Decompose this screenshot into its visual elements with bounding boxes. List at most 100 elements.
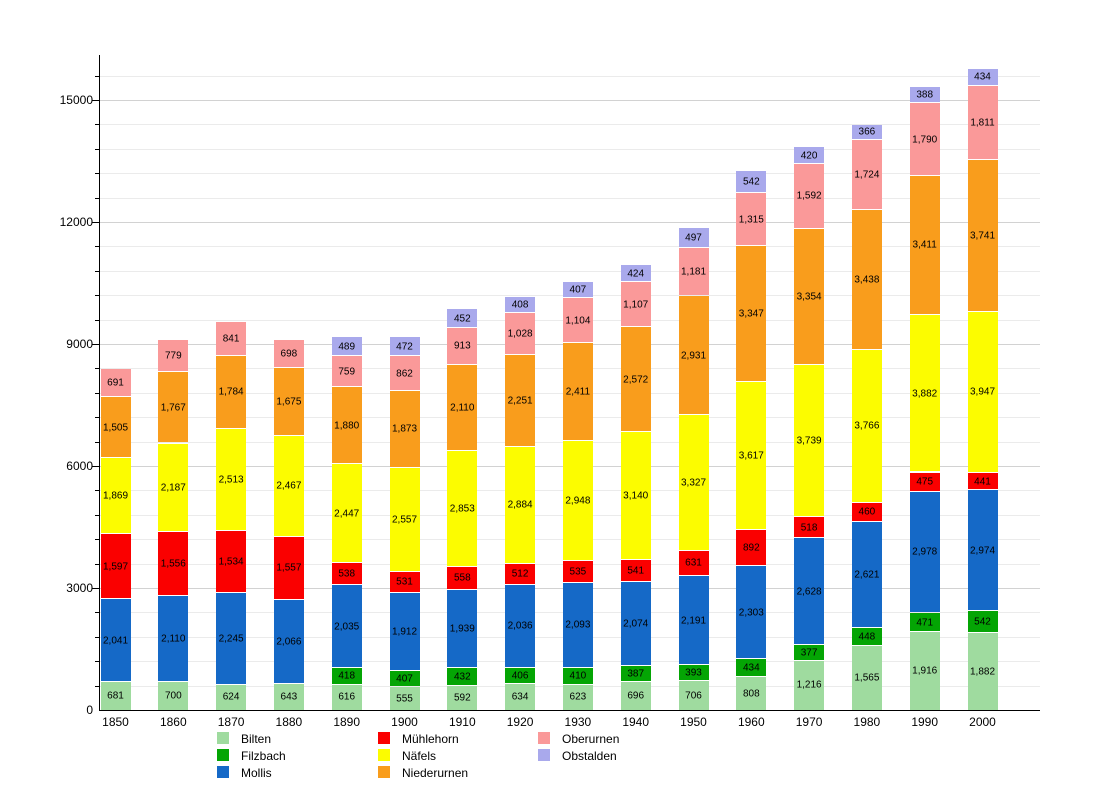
value-label: 3,947 (969, 386, 996, 398)
value-label: 2,447 (334, 508, 360, 520)
bar-segment-nfels (967, 312, 998, 472)
bar-segment-filzbach (736, 659, 767, 677)
y-tick-label: 6000 (66, 459, 93, 473)
bar-segment-bilten (909, 632, 940, 710)
bar-segment-mhlehorn (736, 529, 767, 565)
value-label: 634 (511, 691, 529, 703)
bar-segment-niederurnen (447, 364, 478, 450)
bar-segment-mhlehorn (216, 530, 247, 593)
value-label: 558 (453, 572, 471, 584)
y-axis-tick (92, 588, 99, 589)
bar-segment-bilten (331, 684, 362, 710)
bar-segment-obstalden (389, 337, 420, 356)
y-tick-label: 3000 (66, 581, 93, 595)
value-label: 1,912 (391, 626, 418, 638)
value-label: 706 (685, 690, 702, 702)
bar-segment-niederurnen (736, 246, 767, 382)
x-tick-label: 1960 (737, 715, 765, 729)
bar-segment-mollis (736, 565, 767, 659)
bar-segment-filzbach (562, 667, 593, 684)
bar-segment-bilten (216, 684, 247, 710)
x-tick-label: 1920 (506, 715, 534, 729)
bar-segment-bilten (851, 646, 882, 710)
bar-segment-filzbach (967, 611, 998, 633)
legend-swatch (538, 749, 550, 761)
bar-segment-oberurnen (967, 86, 998, 159)
value-label: 1,767 (160, 402, 186, 414)
bar-segment-niederurnen (562, 343, 593, 441)
bar-segment-mollis (794, 538, 825, 645)
y-axis-tick (95, 685, 99, 687)
value-label: 913 (453, 340, 471, 352)
bar-segment-obstalden (851, 124, 882, 139)
legend-label: Oberurnen (562, 732, 620, 746)
bar-segment-nfels (389, 467, 420, 571)
value-label: 700 (164, 690, 182, 702)
bar-segment-filzbach (620, 665, 651, 681)
value-label: 2,041 (102, 635, 129, 647)
y-tick-label: 12000 (59, 215, 93, 229)
value-label: 497 (685, 232, 702, 244)
value-label: 408 (511, 299, 529, 311)
bar-segment-nfels (158, 443, 189, 532)
bar-segment-oberurnen (562, 298, 593, 343)
bar-segment-mollis (100, 599, 131, 682)
value-label: 759 (338, 366, 356, 378)
y-tick-label: 9000 (66, 337, 93, 351)
value-label: 1,556 (160, 558, 186, 570)
y-axis-tick (95, 514, 99, 516)
value-label: 1,534 (218, 556, 244, 568)
bar-segment-mhlehorn (967, 472, 998, 490)
value-label: 3,411 (912, 239, 937, 251)
y-axis-tick (92, 466, 99, 467)
value-label: 2,572 (623, 374, 649, 386)
bar-segment-mhlehorn (158, 532, 189, 595)
gridline (100, 100, 1040, 101)
bar-segment-mhlehorn (331, 563, 362, 585)
bar-segment-nfels (216, 428, 247, 530)
value-label: 475 (916, 476, 934, 488)
value-label: 2,948 (565, 495, 591, 507)
bar-segment-oberurnen (273, 339, 304, 368)
value-label: 2,884 (507, 499, 533, 511)
value-label: 1,315 (738, 214, 764, 226)
bar-segment-bilten (967, 633, 998, 710)
y-axis-tick (95, 612, 99, 614)
bar-segment-niederurnen (273, 368, 304, 436)
legend-label: Niederurnen (402, 766, 469, 780)
bar-segment-obstalden (909, 87, 940, 103)
value-label: 2,245 (218, 633, 244, 645)
value-label: 452 (453, 313, 471, 325)
x-axis-line (99, 710, 1040, 711)
bar-segment-obstalden (620, 265, 651, 282)
bar-segment-mollis (216, 593, 247, 684)
bar-segment-bilten (794, 660, 825, 710)
value-label: 2,467 (276, 480, 302, 492)
value-label: 2,628 (796, 586, 822, 598)
value-label: 696 (627, 690, 645, 702)
value-label: 1,028 (507, 328, 533, 340)
x-tick-label: 1990 (911, 715, 939, 729)
value-label: 3,617 (738, 450, 764, 462)
bar-segment-bilten (620, 681, 651, 710)
value-label: 1,790 (912, 134, 938, 146)
value-label: 418 (338, 670, 356, 682)
bar-segment-obstalden (331, 336, 362, 356)
bar-segment-nfels (678, 415, 709, 550)
bar-segment-mhlehorn (447, 566, 478, 589)
value-label: 2,074 (623, 618, 649, 630)
bar-segment-niederurnen (505, 355, 536, 446)
value-label: 1,592 (796, 190, 822, 202)
bar-segment-oberurnen (909, 103, 940, 175)
y-axis-tick (95, 148, 99, 150)
bar-segment-mollis (331, 585, 362, 667)
bar-segment-niederurnen (158, 371, 189, 443)
legend-swatch (378, 749, 390, 761)
bar-segment-obstalden (967, 68, 998, 86)
bar-segment-oberurnen (447, 327, 478, 364)
bar-segment-niederurnen (909, 175, 940, 314)
bar-segment-mhlehorn (909, 472, 940, 491)
bar-segment-obstalden (505, 296, 536, 313)
bar-segment-obstalden (736, 170, 767, 192)
value-label: 538 (338, 568, 356, 580)
